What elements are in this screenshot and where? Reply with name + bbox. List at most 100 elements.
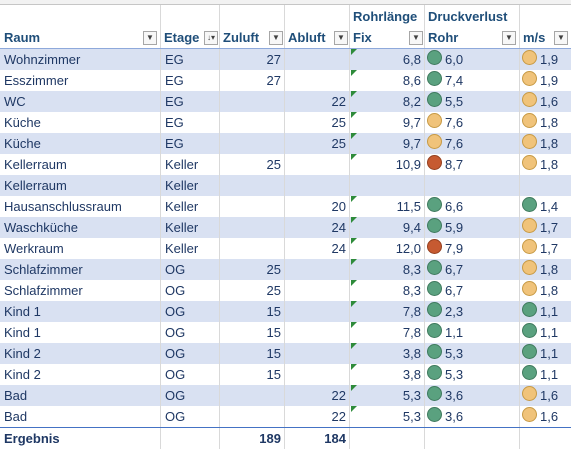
- ms-cell[interactable]: 1,1: [520, 322, 571, 343]
- raum-cell[interactable]: WC: [0, 91, 161, 112]
- zuluft-cell[interactable]: [220, 217, 285, 238]
- raum-cell[interactable]: Esszimmer: [0, 70, 161, 91]
- druckverlust-cell[interactable]: 6,7: [425, 259, 520, 280]
- druckverlust-cell[interactable]: 5,9: [425, 217, 520, 238]
- total-etage-cell[interactable]: [161, 428, 220, 449]
- abluft-cell[interactable]: 24: [285, 238, 350, 259]
- ms-cell[interactable]: [520, 175, 571, 196]
- etage-cell[interactable]: EG: [161, 91, 220, 112]
- total-abluft[interactable]: 184: [285, 428, 350, 449]
- rohrlaenge-cell[interactable]: 8,2: [350, 91, 425, 112]
- abluft-cell[interactable]: 22: [285, 91, 350, 112]
- abluft-cell[interactable]: [285, 280, 350, 301]
- raum-cell[interactable]: Küche: [0, 133, 161, 154]
- abluft-cell[interactable]: 20: [285, 196, 350, 217]
- ms-cell[interactable]: 1,7: [520, 238, 571, 259]
- raum-cell[interactable]: Bad: [0, 406, 161, 427]
- total-rohr-cell[interactable]: [350, 428, 425, 449]
- etage-cell[interactable]: Keller: [161, 238, 220, 259]
- ms-cell[interactable]: 1,6: [520, 91, 571, 112]
- raum-cell[interactable]: Wohnzimmer: [0, 49, 161, 70]
- etage-cell[interactable]: OG: [161, 280, 220, 301]
- etage-cell[interactable]: OG: [161, 364, 220, 385]
- rohrlaenge-cell[interactable]: 11,5: [350, 196, 425, 217]
- ms-cell[interactable]: 1,6: [520, 385, 571, 406]
- zuluft-cell[interactable]: 27: [220, 70, 285, 91]
- ms-cell[interactable]: 1,8: [520, 259, 571, 280]
- ms-cell[interactable]: 1,9: [520, 70, 571, 91]
- druckverlust-cell[interactable]: 6,7: [425, 280, 520, 301]
- zuluft-cell[interactable]: 15: [220, 301, 285, 322]
- zuluft-cell[interactable]: 15: [220, 322, 285, 343]
- etage-cell[interactable]: OG: [161, 301, 220, 322]
- abluft-cell[interactable]: 22: [285, 385, 350, 406]
- abluft-cell[interactable]: [285, 301, 350, 322]
- zuluft-cell[interactable]: [220, 196, 285, 217]
- etage-cell[interactable]: Keller: [161, 154, 220, 175]
- zuluft-cell[interactable]: 15: [220, 364, 285, 385]
- druckverlust-cell[interactable]: 7,9: [425, 238, 520, 259]
- druckverlust-cell[interactable]: 2,3: [425, 301, 520, 322]
- rohrlaenge-cell[interactable]: 8,6: [350, 70, 425, 91]
- abluft-cell[interactable]: [285, 364, 350, 385]
- zuluft-cell[interactable]: [220, 91, 285, 112]
- total-zuluft[interactable]: 189: [220, 428, 285, 449]
- zuluft-cell[interactable]: 15: [220, 343, 285, 364]
- zuluft-cell[interactable]: [220, 385, 285, 406]
- abluft-cell[interactable]: [285, 175, 350, 196]
- rohrlaenge-cell[interactable]: 12,0: [350, 238, 425, 259]
- etage-cell[interactable]: EG: [161, 133, 220, 154]
- rohrlaenge-cell[interactable]: 9,7: [350, 112, 425, 133]
- etage-cell[interactable]: Keller: [161, 175, 220, 196]
- raum-cell[interactable]: Werkraum: [0, 238, 161, 259]
- total-ms-cell[interactable]: [520, 428, 571, 449]
- ms-cell[interactable]: 1,8: [520, 112, 571, 133]
- raum-cell[interactable]: Schlafzimmer: [0, 280, 161, 301]
- zuluft-cell[interactable]: [220, 133, 285, 154]
- abluft-cell[interactable]: 25: [285, 133, 350, 154]
- rohrlaenge-cell[interactable]: 5,3: [350, 406, 425, 427]
- abluft-cell[interactable]: [285, 70, 350, 91]
- zuluft-cell[interactable]: 25: [220, 259, 285, 280]
- rohrlaenge-cell[interactable]: 9,7: [350, 133, 425, 154]
- abluft-cell[interactable]: [285, 154, 350, 175]
- etage-cell[interactable]: OG: [161, 259, 220, 280]
- druckverlust-cell[interactable]: 6,6: [425, 196, 520, 217]
- ms-cell[interactable]: 1,7: [520, 217, 571, 238]
- ms-cell[interactable]: 1,1: [520, 343, 571, 364]
- etage-cell[interactable]: OG: [161, 343, 220, 364]
- druckverlust-cell[interactable]: 5,5: [425, 91, 520, 112]
- druckverlust-cell[interactable]: 7,6: [425, 112, 520, 133]
- ms-cell[interactable]: 1,6: [520, 406, 571, 427]
- rohrlaenge-cell[interactable]: 8,3: [350, 280, 425, 301]
- abluft-cell[interactable]: 22: [285, 406, 350, 427]
- zuluft-cell[interactable]: 27: [220, 49, 285, 70]
- etage-cell[interactable]: Keller: [161, 196, 220, 217]
- filter-dropdown-abluft-icon[interactable]: ▼: [334, 31, 348, 45]
- zuluft-cell[interactable]: [220, 112, 285, 133]
- druckverlust-cell[interactable]: 5,3: [425, 343, 520, 364]
- etage-cell[interactable]: EG: [161, 112, 220, 133]
- raum-cell[interactable]: Kellerraum: [0, 175, 161, 196]
- ms-cell[interactable]: 1,1: [520, 301, 571, 322]
- druckverlust-cell[interactable]: 8,7: [425, 154, 520, 175]
- total-label[interactable]: Ergebnis: [0, 428, 161, 449]
- rohrlaenge-cell[interactable]: 10,9: [350, 154, 425, 175]
- raum-cell[interactable]: Waschküche: [0, 217, 161, 238]
- druckverlust-cell[interactable]: 7,4: [425, 70, 520, 91]
- raum-cell[interactable]: Kind 2: [0, 364, 161, 385]
- druckverlust-cell[interactable]: 5,3: [425, 364, 520, 385]
- sort-filter-etage-icon[interactable]: ↓▾: [204, 31, 218, 45]
- raum-cell[interactable]: Kind 1: [0, 322, 161, 343]
- etage-cell[interactable]: EG: [161, 70, 220, 91]
- raum-cell[interactable]: Bad: [0, 385, 161, 406]
- filter-dropdown-druckverlust-icon[interactable]: ▼: [502, 31, 516, 45]
- raum-cell[interactable]: Schlafzimmer: [0, 259, 161, 280]
- etage-cell[interactable]: OG: [161, 322, 220, 343]
- ms-cell[interactable]: 1,8: [520, 280, 571, 301]
- filter-dropdown-ms-icon[interactable]: ▼: [554, 31, 568, 45]
- abluft-cell[interactable]: [285, 259, 350, 280]
- etage-cell[interactable]: OG: [161, 385, 220, 406]
- ms-cell[interactable]: 1,9: [520, 49, 571, 70]
- rohrlaenge-cell[interactable]: 3,8: [350, 343, 425, 364]
